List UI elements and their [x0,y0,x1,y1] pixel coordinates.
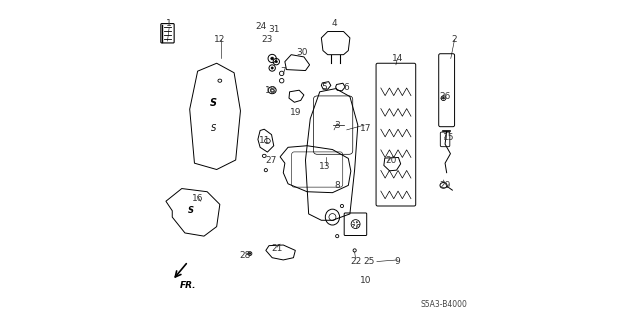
Text: 1: 1 [166,19,172,28]
Text: 21: 21 [272,244,283,253]
Text: 30: 30 [297,48,308,57]
Text: 3: 3 [335,121,340,130]
Text: 20: 20 [386,156,397,164]
Text: S5A3-B4000: S5A3-B4000 [420,300,467,309]
Text: 11: 11 [258,136,270,146]
Ellipse shape [442,97,444,99]
Circle shape [271,67,273,69]
Text: 22: 22 [351,257,362,266]
Text: 6: 6 [344,83,350,92]
Text: 10: 10 [360,276,372,285]
Text: 27: 27 [265,156,277,164]
Text: 28: 28 [239,251,251,260]
Text: 9: 9 [394,257,400,266]
Text: 13: 13 [319,162,330,171]
Text: 12: 12 [214,35,226,44]
Text: 16: 16 [192,194,203,203]
Text: 24: 24 [255,22,266,31]
Text: 8: 8 [335,181,340,190]
Text: 2: 2 [452,35,457,44]
Text: 18: 18 [265,86,277,95]
Text: 17: 17 [360,124,372,133]
Text: 31: 31 [268,25,280,35]
Text: 23: 23 [261,35,273,44]
Text: S: S [211,124,216,133]
Text: 7: 7 [280,67,286,76]
Circle shape [271,57,273,60]
Text: 5: 5 [322,83,328,92]
Text: 4: 4 [331,19,337,28]
Text: 26: 26 [439,92,450,101]
Text: FR.: FR. [180,281,197,290]
Text: 29: 29 [439,181,450,190]
Ellipse shape [249,253,251,254]
Circle shape [275,60,277,63]
Text: S: S [188,206,194,215]
Text: S: S [210,98,217,108]
Text: 14: 14 [392,54,403,63]
Text: 19: 19 [290,108,302,117]
Text: 15: 15 [442,133,454,142]
Text: 25: 25 [364,257,375,266]
